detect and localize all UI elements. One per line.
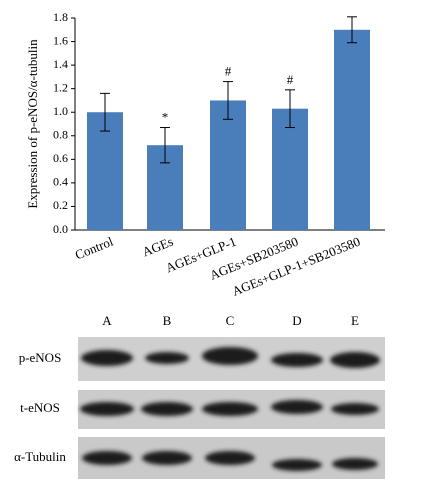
error-bar bbox=[223, 81, 233, 120]
y-tick-label: 0.0 bbox=[53, 222, 68, 236]
y-tick-label: 0.2 bbox=[53, 198, 68, 212]
y-tick-label: 0.4 bbox=[53, 175, 68, 189]
lane-label: D bbox=[292, 313, 301, 328]
x-tick-label: AGEs bbox=[140, 234, 175, 260]
significance-marker: * bbox=[162, 110, 169, 125]
lane-label: E bbox=[351, 313, 359, 328]
lane-label: B bbox=[163, 313, 172, 328]
error-bar bbox=[160, 127, 170, 164]
bar bbox=[87, 112, 123, 230]
y-tick-label: 1.6 bbox=[53, 33, 68, 47]
y-tick-label: 1.8 bbox=[53, 10, 68, 24]
bar bbox=[272, 108, 308, 230]
lane-label: A bbox=[102, 313, 112, 328]
row-label: α-Tubulin bbox=[14, 449, 66, 464]
y-tick-label: 1.2 bbox=[53, 80, 68, 94]
lane-label: C bbox=[226, 313, 235, 328]
error-bar bbox=[100, 92, 110, 132]
y-tick-label: 1.0 bbox=[53, 104, 68, 118]
significance-marker: # bbox=[225, 64, 232, 79]
row-label: t-eNOS bbox=[20, 400, 60, 415]
y-tick-label: 0.8 bbox=[53, 128, 68, 142]
y-tick-label: 1.4 bbox=[53, 57, 68, 71]
x-tick-label: Control bbox=[73, 233, 116, 262]
y-axis-label: Expression of p-eNOS/α-tubulin bbox=[25, 39, 40, 209]
blot: A B C D Ep-eNOS t-eNOS α-Tubulin bbox=[14, 313, 385, 479]
y-tick-label: 0.6 bbox=[53, 151, 68, 165]
error-bar bbox=[347, 16, 357, 44]
significance-marker: # bbox=[287, 72, 294, 87]
bar bbox=[210, 100, 246, 230]
bar bbox=[334, 29, 370, 231]
error-bar bbox=[285, 89, 295, 129]
row-label: p-eNOS bbox=[19, 350, 62, 365]
